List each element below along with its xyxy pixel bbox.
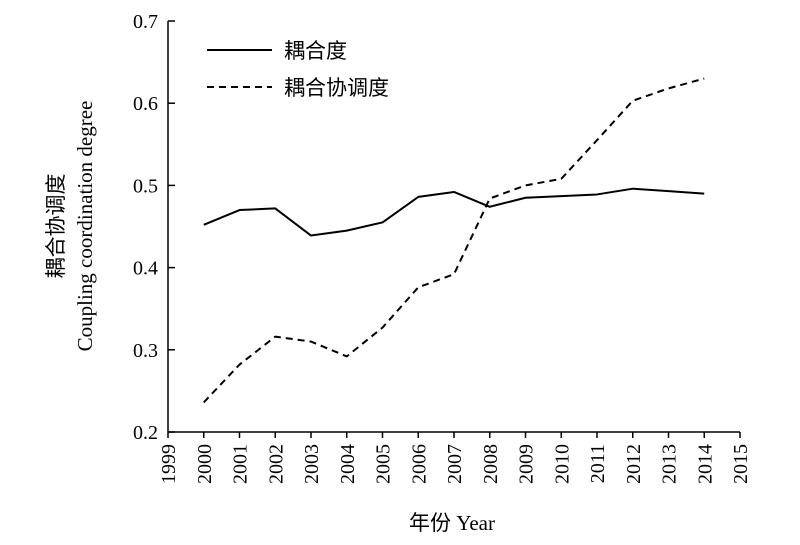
x-tick-label: 2013 (659, 444, 681, 484)
x-tick-label: 2012 (623, 444, 645, 484)
x-tick-label: 2009 (516, 444, 538, 484)
x-tick-label: 2003 (301, 444, 323, 484)
x-tick-label: 2000 (194, 444, 216, 484)
x-tick-label: 2001 (230, 444, 252, 484)
y-tick-label: 0.3 (133, 340, 158, 362)
x-tick-label: 2010 (551, 444, 573, 484)
legend-label-coupling: 耦合度 (284, 39, 347, 63)
y-tick-label: 0.6 (133, 93, 158, 115)
y-tick-label: 0.2 (133, 422, 158, 444)
x-axis-title: 年份 Year (409, 511, 495, 535)
x-tick-label: 2014 (694, 444, 716, 484)
y-axis-title-en: Coupling coordination degree (73, 101, 97, 352)
y-tick-label: 0.4 (133, 258, 158, 280)
x-tick-label: 2005 (373, 444, 395, 484)
x-tick-label: 2006 (408, 444, 430, 484)
y-axis-title-cn: 耦合协调度 (44, 174, 68, 279)
x-tick-label: 2008 (480, 444, 502, 484)
y-ticks: 0.2 0.3 0.4 0.5 0.6 0.7 (133, 11, 175, 444)
y-tick-label: 0.5 (133, 175, 158, 197)
series-line-coordination (203, 77, 705, 404)
x-tick-label: 2015 (730, 444, 752, 484)
series-layer (203, 77, 705, 404)
x-ticks: 1999 2000 2001 2002 2003 2004 2005 2006 2007 2008… (158, 432, 752, 484)
series-line-coupling (203, 187, 705, 237)
x-tick-label: 2004 (337, 444, 359, 484)
x-tick-label: 2002 (265, 444, 287, 484)
y-tick-label: 0.7 (133, 11, 158, 33)
x-tick-label: 2011 (587, 444, 609, 483)
legend-label-coordination: 耦合协调度 (284, 76, 389, 100)
axes (167, 21, 740, 433)
x-tick-label: 1999 (158, 444, 180, 484)
x-tick-label: 2007 (444, 444, 466, 484)
legend: 耦合度 耦合协调度 (207, 39, 389, 100)
